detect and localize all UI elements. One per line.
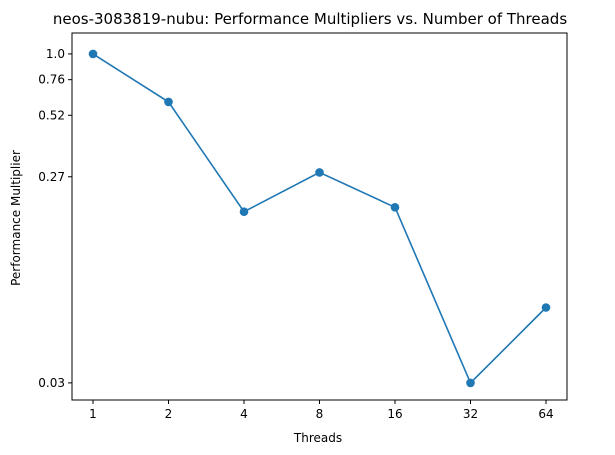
y-tick-label: 0.03 <box>38 376 65 390</box>
x-axis: 1 2 4 8 16 32 64 <box>89 400 554 421</box>
x-tick-label: 4 <box>240 407 248 421</box>
y-tick-label: 0.76 <box>38 73 65 87</box>
y-tick-label: 1.0 <box>46 47 65 61</box>
y-tick-label: 0.27 <box>38 170 65 184</box>
y-tick-label: 0.52 <box>38 108 65 122</box>
data-point <box>239 207 249 216</box>
x-tick-label: 64 <box>538 407 553 421</box>
y-axis-label: Performance Multiplier <box>9 150 23 286</box>
x-tick-label: 2 <box>165 407 173 421</box>
series-line <box>92 53 547 385</box>
chart-title: neos-3083819-nubu: Performance Multiplie… <box>53 10 567 28</box>
data-point <box>164 97 173 107</box>
x-tick-label: 32 <box>463 407 478 421</box>
x-tick-label: 1 <box>89 407 97 421</box>
series-group <box>88 49 551 388</box>
y-axis: 1.0 0.76 0.52 0.27 0.03 <box>38 47 72 390</box>
data-point <box>88 49 98 59</box>
data-point <box>541 303 551 312</box>
data-point <box>315 168 324 177</box>
x-tick-label: 8 <box>316 407 324 421</box>
data-point <box>390 203 400 212</box>
x-tick-label: 16 <box>387 407 402 421</box>
x-axis-label: Threads <box>293 431 342 445</box>
data-point <box>466 378 475 388</box>
